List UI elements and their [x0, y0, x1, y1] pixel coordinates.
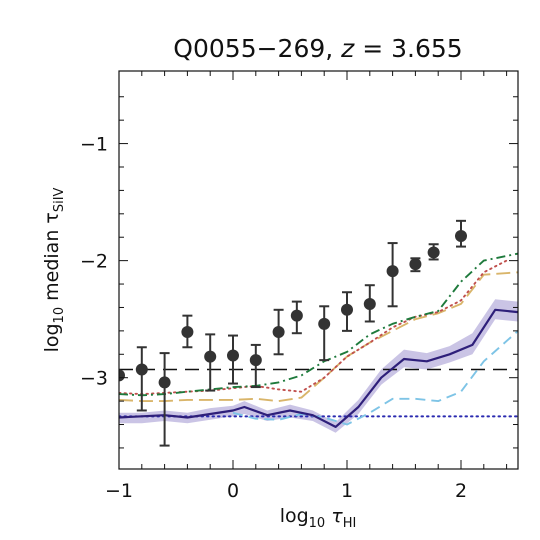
- y-axis-label-base: 10: [52, 307, 67, 324]
- data-marker: [386, 265, 399, 278]
- data-marker: [363, 297, 376, 310]
- plot-frame: [118, 70, 519, 470]
- data-marker: [272, 326, 285, 339]
- y-tick-labels: −3 −2 −1: [80, 134, 108, 390]
- data-point: [181, 314, 194, 349]
- data-marker: [341, 303, 353, 316]
- data-marker: [409, 258, 422, 271]
- y-axis-label-log: log: [41, 323, 63, 352]
- data-marker: [249, 354, 262, 367]
- chart-title-value: = 3.655: [354, 34, 462, 63]
- data-point: [135, 346, 148, 412]
- y-tick-label: −3: [80, 368, 108, 390]
- data-marker: [204, 350, 217, 363]
- series-layer: [119, 252, 518, 428]
- x-axis-label-log: log: [280, 505, 309, 527]
- y-axis-label: log10 median τSiIV: [41, 187, 67, 352]
- x-tick-label: −1: [105, 480, 133, 502]
- data-marker: [455, 230, 467, 243]
- data-point: [341, 291, 353, 332]
- data-point: [119, 369, 125, 382]
- x-axis-label-base: 10: [309, 516, 326, 531]
- y-axis-label-mid: median τ: [41, 212, 63, 307]
- ticks: [118, 71, 518, 469]
- x-tick-label: 1: [341, 480, 353, 502]
- x-tick-label: 0: [227, 480, 239, 502]
- y-tick-label: −2: [80, 251, 108, 273]
- series-band: [119, 299, 518, 433]
- series-line-solid: [119, 308, 518, 428]
- data-point: [158, 352, 171, 447]
- series-line-longdash: [119, 271, 518, 403]
- data-point: [249, 343, 262, 389]
- chart-title-name: Q0055−269,: [173, 34, 341, 63]
- data-point: [386, 242, 399, 308]
- data-marker: [318, 317, 331, 330]
- x-tick-label: 2: [455, 480, 467, 502]
- data-marker: [427, 246, 440, 259]
- data-point: [427, 243, 440, 261]
- data-point: [272, 308, 285, 356]
- y-axis-label-sub: SiIV: [52, 187, 67, 212]
- x-tick-labels: −1 0 1 2: [105, 480, 467, 502]
- data-marker: [135, 363, 148, 376]
- x-axis-label-sub: HI: [343, 516, 357, 531]
- chart-title-z: z: [340, 34, 355, 63]
- x-axis-label-tau: τ: [325, 505, 343, 527]
- series-line-dotted: [119, 259, 508, 396]
- x-axis-label: log10 τHI: [280, 505, 357, 531]
- data-point: [318, 305, 331, 362]
- data-point: [455, 219, 467, 248]
- data-marker: [119, 369, 125, 382]
- data-marker: [158, 376, 171, 389]
- data-point: [227, 334, 239, 385]
- data-points-layer: [119, 219, 467, 447]
- data-marker: [181, 326, 194, 339]
- data-point: [363, 284, 376, 323]
- data-point: [409, 257, 422, 273]
- data-point: [290, 300, 303, 335]
- data-point: [204, 333, 217, 392]
- y-tick-label: −1: [80, 134, 108, 156]
- data-marker: [290, 309, 303, 322]
- data-marker: [227, 349, 239, 362]
- chart-title: Q0055−269, z = 3.655: [173, 34, 462, 63]
- series-line-dashdot: [119, 252, 518, 397]
- band-layer: [119, 299, 518, 433]
